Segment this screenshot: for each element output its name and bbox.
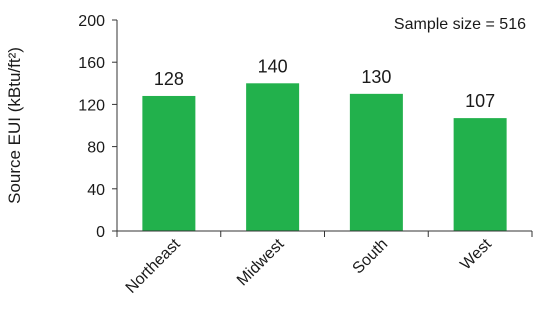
- y-tick-label: 0: [96, 224, 105, 241]
- data-label: 130: [361, 67, 391, 87]
- category-label: West: [457, 235, 495, 273]
- data-labels: 128 140 130 107: [154, 56, 495, 111]
- category-labels: Northeast Midwest South West: [123, 235, 496, 296]
- bar-midwest: [246, 83, 300, 231]
- data-label: 128: [154, 69, 184, 89]
- data-label: 140: [258, 56, 288, 76]
- y-tick-label: 80: [87, 140, 105, 157]
- y-tick-label: 40: [87, 182, 105, 199]
- data-label: 107: [465, 91, 495, 111]
- sample-size-annotation: Sample size = 516: [394, 16, 526, 33]
- bar-south: [349, 93, 403, 231]
- y-tick-label: 200: [78, 13, 105, 30]
- bars: [142, 83, 507, 232]
- category-label: South: [350, 236, 392, 278]
- bar-west: [453, 118, 507, 231]
- bar-northeast: [142, 95, 196, 232]
- y-tick-label: 120: [78, 97, 105, 114]
- y-axis-label: Source EUI (kBtu/ft²): [5, 47, 24, 204]
- y-tick-label: 160: [78, 55, 105, 72]
- y-axis-ticks: 0 40 80 120 160 200: [78, 13, 533, 241]
- category-label: Northeast: [123, 235, 184, 296]
- category-label: Midwest: [234, 235, 288, 289]
